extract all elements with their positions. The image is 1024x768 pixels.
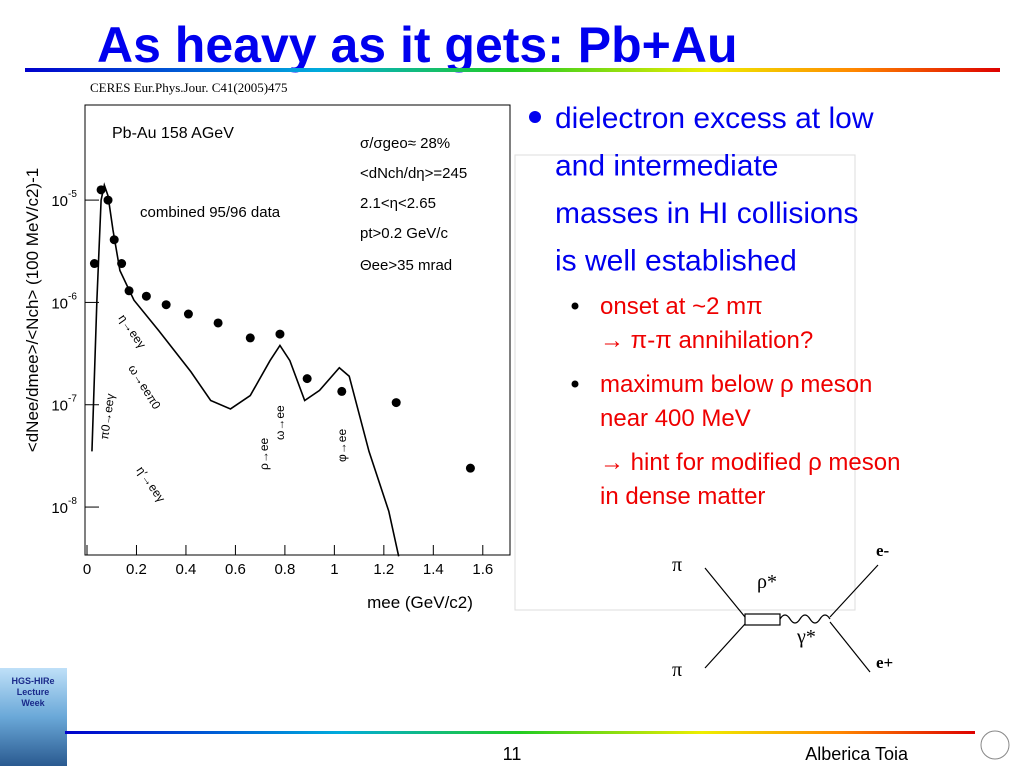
cern-logo xyxy=(980,730,1010,760)
data-point xyxy=(302,374,312,384)
annotation: combined 95/96 data xyxy=(140,204,281,221)
sub-bullet-dot xyxy=(571,302,579,310)
annotation: <dNch/dη>=245 xyxy=(360,165,467,182)
sub-line: maximum below ρ meson xyxy=(600,371,872,398)
data-point xyxy=(124,286,134,296)
sub-line: near 400 MeV xyxy=(600,405,751,432)
label: γ* xyxy=(796,626,816,648)
label: ρ* xyxy=(757,571,777,593)
annotation: η→eeγ xyxy=(116,312,149,351)
plot-frame-extension xyxy=(514,154,856,611)
bullet-line: masses in HI collisions xyxy=(555,197,858,230)
bullets: dielectron excess at low and intermediate… xyxy=(529,102,900,510)
y-tick-label: 10 xyxy=(51,295,68,312)
citation: CERES Eur.Phys.Jour. C41(2005)475 xyxy=(90,80,288,95)
annotation: π0→eeγ xyxy=(97,393,117,441)
x-tick-label: 0.6 xyxy=(225,561,246,578)
label: π xyxy=(672,554,682,576)
label: π xyxy=(672,659,682,681)
y-tick-exponent: -7 xyxy=(68,394,77,405)
x-tick-label: 0.8 xyxy=(274,561,295,578)
y-tick-label: 10 xyxy=(51,193,68,210)
annotation: σ/σgeo≈ 28% xyxy=(360,135,450,152)
plot: 0 0.2 0.4 0.6 0.8 1 1.2 1.4 1.610-510-610-710 -8m… xyxy=(23,104,511,612)
line xyxy=(704,567,746,618)
annotation: ω→eeπ0 xyxy=(125,362,163,412)
annotation: 2.1<η<2.65 xyxy=(360,195,436,212)
data-point xyxy=(183,309,193,319)
photon xyxy=(779,614,831,624)
x-tick-label: 1.2 xyxy=(373,561,394,578)
x-tick-label: 1.4 xyxy=(423,561,444,578)
sub-line: → hint for modified ρ meson xyxy=(600,449,900,476)
plot-area xyxy=(84,104,511,556)
x-tick-label: 0.4 xyxy=(176,561,197,578)
data-point xyxy=(465,463,475,473)
sub-line: → π-π annihilation? xyxy=(600,327,813,354)
author: Alberica Toia xyxy=(805,744,909,764)
sub-bullet-dot xyxy=(571,380,579,388)
line xyxy=(829,564,879,618)
x-tick-label: 1.6 xyxy=(472,561,493,578)
bullet-dot xyxy=(529,111,541,123)
data-point xyxy=(275,329,285,339)
line xyxy=(829,621,871,673)
y-tick-exponent: -8 xyxy=(68,496,77,507)
data-point xyxy=(96,185,106,195)
x-tick-label: 0.2 xyxy=(126,561,147,578)
footer-rule xyxy=(65,731,975,734)
data-point xyxy=(109,235,119,245)
annotation: Pb-Au 158 AGeV xyxy=(112,125,234,142)
data-point xyxy=(213,318,223,328)
annotation: Θee>35 mrad xyxy=(360,257,452,274)
y-tick-exponent: -6 xyxy=(68,291,77,302)
data-point xyxy=(245,333,255,343)
annotation: ω→ee xyxy=(273,405,287,440)
data-point xyxy=(117,259,127,269)
annotation: ρ→ee xyxy=(257,438,271,471)
data-point xyxy=(103,195,113,205)
cocktail-line xyxy=(91,182,400,557)
label: e- xyxy=(876,541,890,560)
logo-text: HGS-HIRe xyxy=(11,676,54,686)
data-point xyxy=(141,291,151,301)
annotation: pt>0.2 GeV/c xyxy=(360,225,448,242)
x-tick-label: 1 xyxy=(330,561,338,578)
data-point xyxy=(337,386,347,396)
annotation: φ→ee xyxy=(335,429,349,462)
y-tick-label: 10 xyxy=(51,500,68,517)
data-point xyxy=(391,398,401,408)
logo-text: Week xyxy=(21,698,45,708)
title: As heavy as it gets: Pb+Au xyxy=(97,17,738,73)
x-axis-label: mee (GeV/c2) xyxy=(367,593,473,612)
sub-line: in dense matter xyxy=(600,483,765,510)
page-number: 11 xyxy=(503,744,522,764)
data-point xyxy=(89,259,99,269)
line xyxy=(704,623,746,669)
label: e+ xyxy=(876,653,893,672)
bullet-line: dielectron excess at low xyxy=(555,102,874,135)
annotation: η′→eeγ xyxy=(134,464,169,505)
propagator xyxy=(744,613,781,626)
title-rule xyxy=(25,68,1000,72)
y-axis-label: <dNee/dmee>/<Nch> (100 MeV/c2)-1 xyxy=(23,168,42,452)
logo xyxy=(0,668,67,766)
sub-line: onset at ~2 mπ xyxy=(600,293,763,320)
feynman-diagram xyxy=(704,564,879,673)
y-tick-exponent: -5 xyxy=(68,189,77,200)
bullet-line: is well established xyxy=(555,245,797,278)
y-tick-label: 10 xyxy=(51,398,68,415)
bullet-line: and intermediate xyxy=(555,150,778,183)
x-tick-label: 0 xyxy=(83,561,91,578)
data-point xyxy=(161,300,171,310)
logo-text: Lecture xyxy=(17,687,50,697)
